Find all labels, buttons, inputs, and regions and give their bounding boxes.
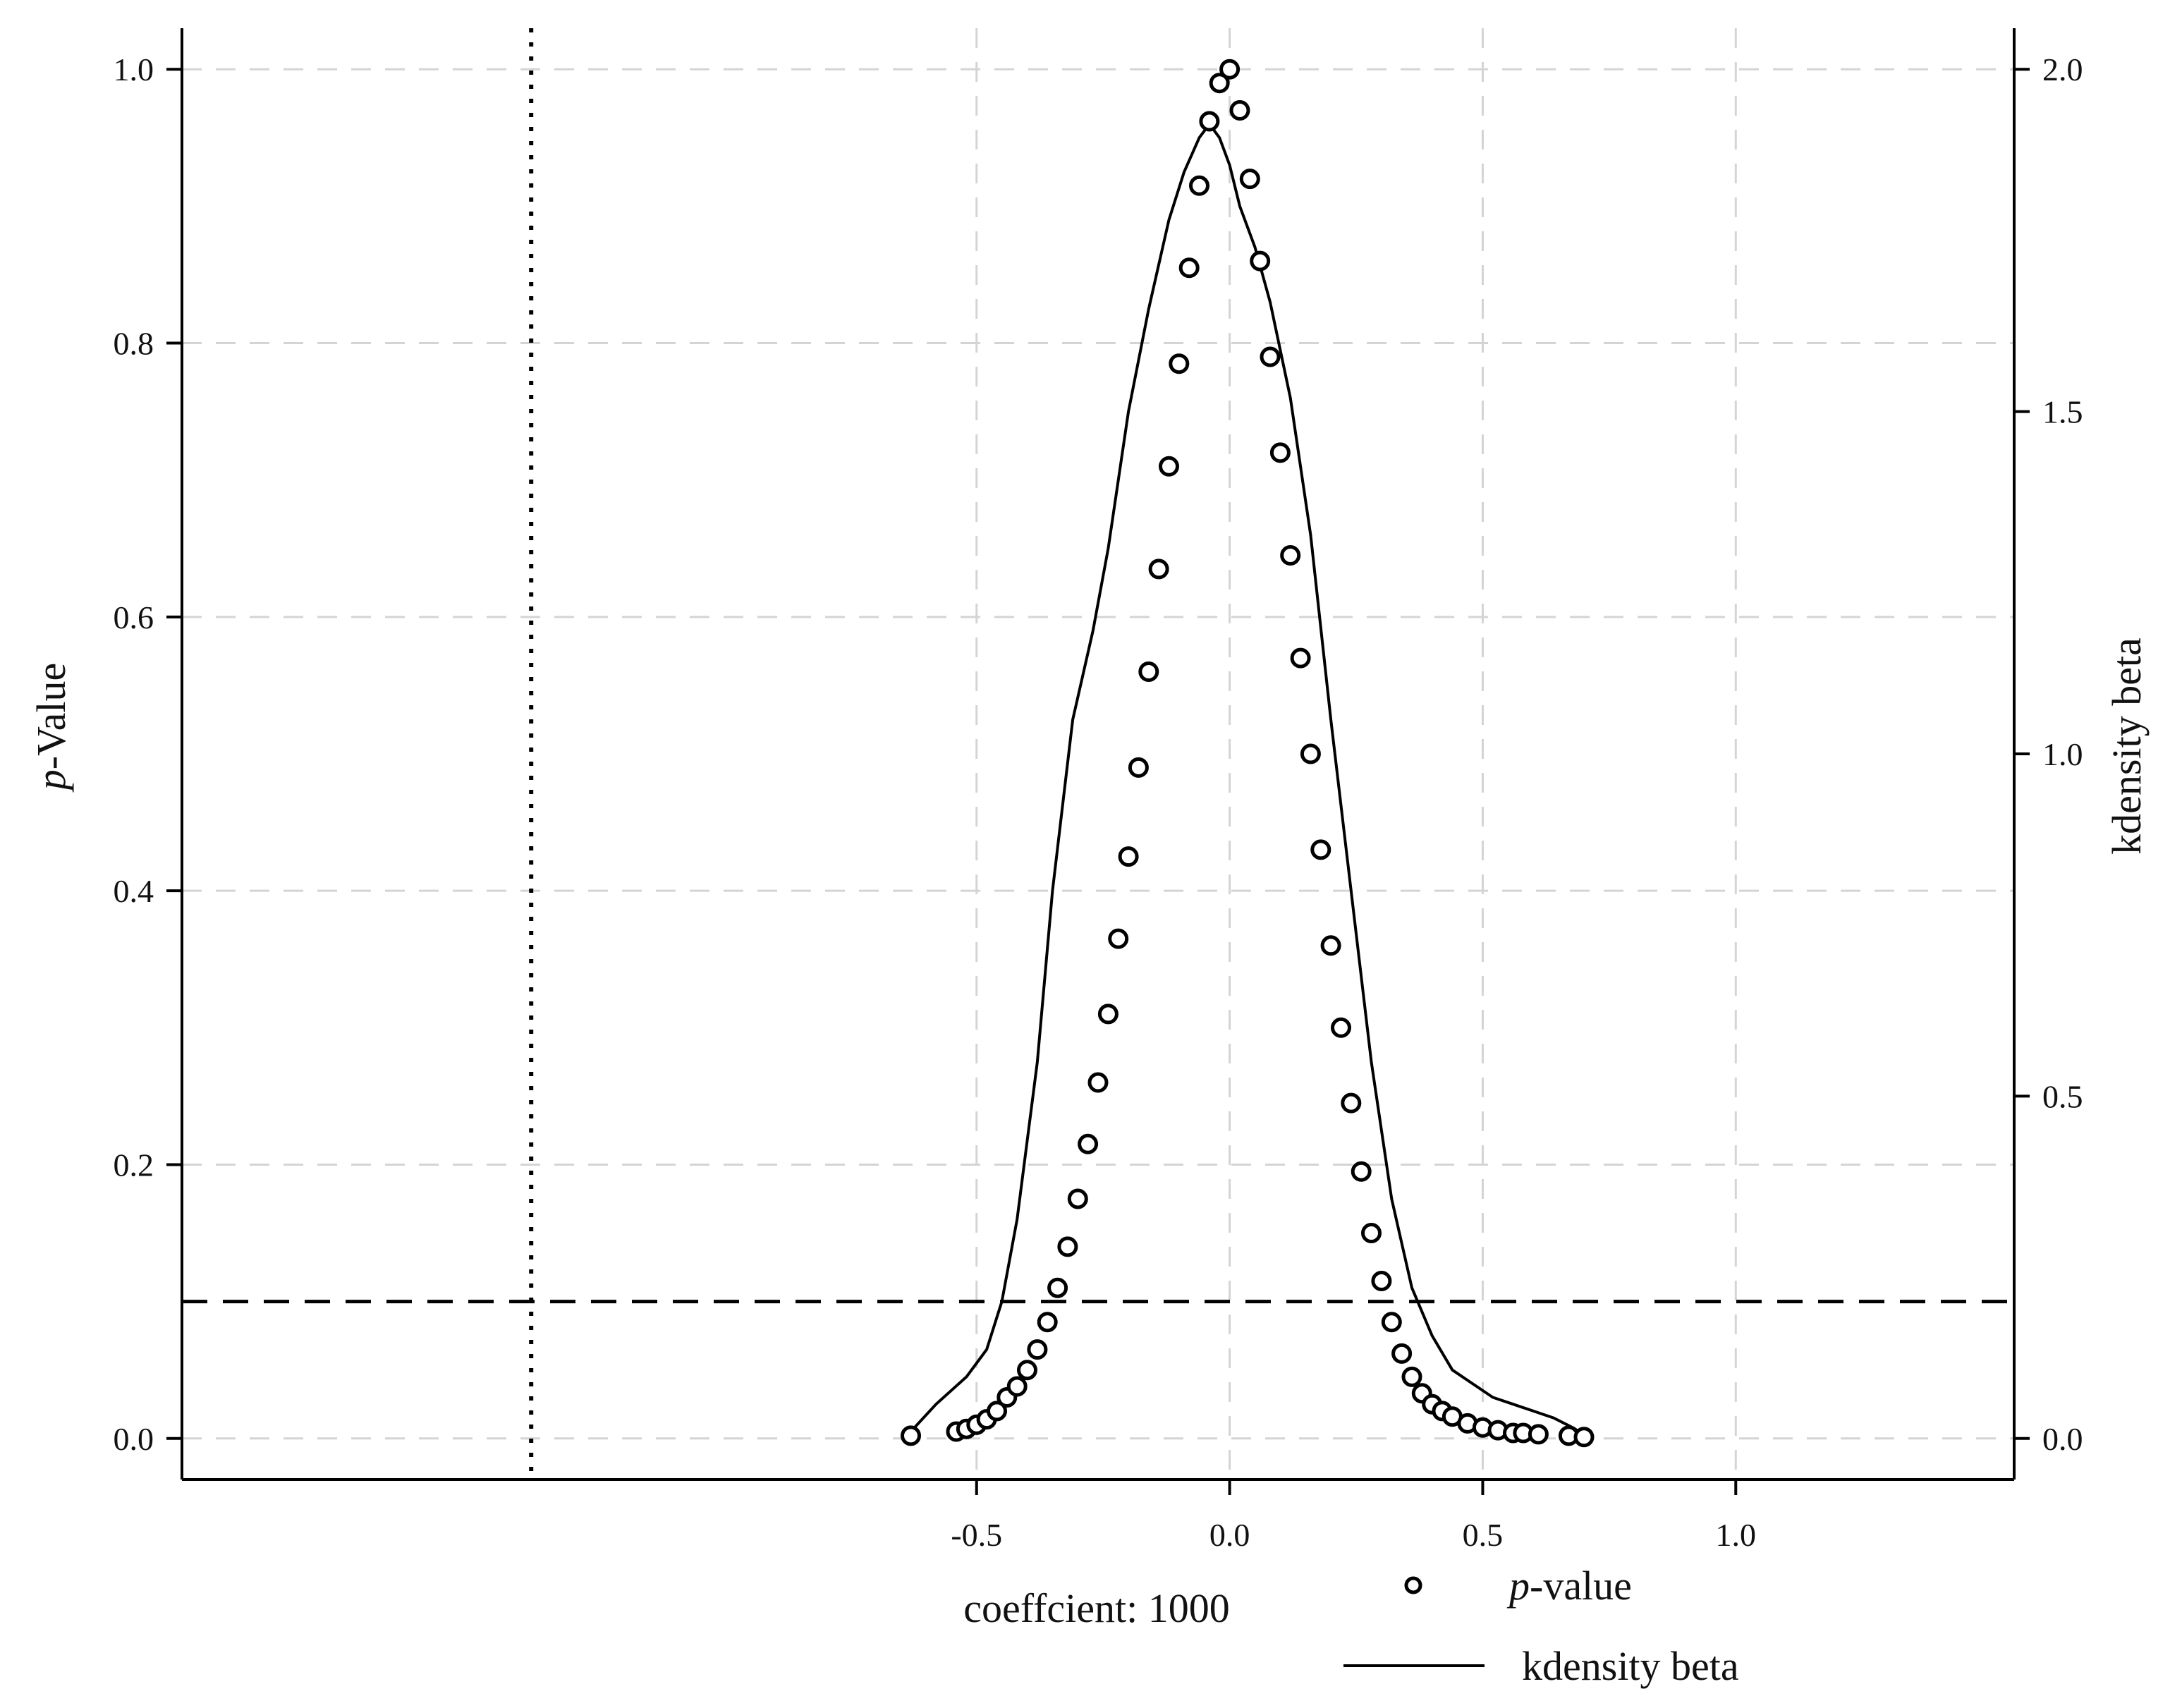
p-value-point	[1401, 1366, 1422, 1387]
p-value-point	[1269, 442, 1291, 463]
grid	[182, 28, 2014, 1480]
legend-label-kdensity: kdensity beta	[1522, 1643, 1739, 1689]
y-right-tick-label: 0.5	[2042, 1078, 2083, 1114]
p-value-point	[1361, 1223, 1382, 1243]
p-value-point	[1178, 257, 1200, 279]
p-value-point	[1037, 1312, 1058, 1333]
p-value-point	[1219, 59, 1241, 80]
p-value-point	[1391, 1343, 1413, 1364]
p-value-point	[1047, 1277, 1068, 1298]
legend: p-value kdensity beta	[1343, 1563, 1739, 1689]
p-value-point	[987, 1401, 1007, 1422]
p-value-point	[1341, 1092, 1362, 1114]
y-left-tick-label: 0.2	[114, 1147, 154, 1183]
p-value-point	[1138, 661, 1159, 682]
y-right-axis-title: kdensity beta	[2104, 638, 2150, 855]
y-left-tick-label: 0.6	[114, 599, 154, 635]
x-tick-label: 0.5	[1463, 1517, 1504, 1553]
p-value-point	[1108, 928, 1129, 949]
p-value-point	[1239, 169, 1260, 190]
legend-label-p-value: p-value	[1506, 1563, 1632, 1609]
y-left-tick-label: 0.8	[114, 326, 154, 362]
p-value-point	[901, 1425, 921, 1446]
p-value-point	[1331, 1017, 1351, 1038]
legend-label-p-value-italic: p	[1506, 1563, 1530, 1609]
p-value-point	[1006, 1376, 1028, 1397]
p-value-point	[1209, 73, 1230, 94]
p-value-point	[1250, 250, 1271, 272]
x-tick-label: 1.0	[1716, 1517, 1757, 1553]
y-left-axis-title: p-Value	[28, 663, 74, 793]
p-value-point	[1027, 1339, 1048, 1360]
p-value-point	[1118, 846, 1139, 867]
p-value-point	[1310, 839, 1331, 860]
y-left-axis-title-italic: p	[28, 769, 74, 793]
p-value-point	[1169, 353, 1190, 374]
p-value-point	[1528, 1424, 1549, 1445]
legend-marker-p-value	[1404, 1576, 1422, 1594]
y-left-tick-label: 0.0	[114, 1421, 154, 1457]
p-value-point	[1128, 757, 1149, 778]
p-value-point	[1260, 346, 1281, 367]
y-right-tick-label: 1.0	[2042, 736, 2083, 772]
p-value-point	[1280, 545, 1301, 566]
p-value-point	[1067, 1188, 1088, 1209]
p-value-point	[1057, 1236, 1078, 1257]
y-right-tick-label: 1.5	[2042, 394, 2083, 430]
p-value-point	[1199, 111, 1220, 132]
p-value-point	[1300, 743, 1321, 764]
y-left-axis-title-rest: -Value	[28, 663, 74, 769]
p-value-point	[1371, 1271, 1392, 1291]
reference-lines	[182, 28, 2014, 1480]
y-left-tick-label: 0.4	[114, 873, 154, 909]
y-right-tick-label: 2.0	[2042, 51, 2083, 87]
p-value-point	[1290, 647, 1311, 669]
y-right-tick-label: 0.0	[2042, 1421, 2083, 1457]
p-value-point	[1381, 1312, 1402, 1333]
kdensity-series	[910, 122, 1585, 1436]
y-left-tick-label: 1.0	[114, 51, 154, 87]
p-value-point	[1351, 1161, 1372, 1182]
p-value-point	[1097, 1004, 1119, 1025]
p-value-point	[1320, 935, 1341, 956]
p-value-point	[1017, 1360, 1037, 1381]
p-value-point	[1148, 559, 1169, 580]
p-value-point	[1087, 1072, 1109, 1093]
x-tick-label: -0.5	[951, 1517, 1002, 1553]
x-axis-title: coeffcient: 1000	[963, 1585, 1229, 1631]
p-value-point	[1573, 1427, 1595, 1448]
legend-label-p-value-rest: -value	[1530, 1563, 1632, 1609]
tick-labels: -0.5 0.0 0.5 1.0 0.0 0.2 0.4 0.6 0.8 1.0 0.0 0.5 1.0…	[114, 51, 2083, 1553]
p-value-point	[1078, 1133, 1099, 1154]
p-value-point	[1189, 175, 1209, 196]
axes	[166, 28, 2030, 1495]
kdensity-line	[910, 122, 1585, 1436]
p-value-series	[901, 59, 1595, 1448]
p-value-point	[1159, 456, 1179, 477]
x-tick-label: 0.0	[1209, 1517, 1250, 1553]
p-value-point	[1229, 100, 1250, 121]
